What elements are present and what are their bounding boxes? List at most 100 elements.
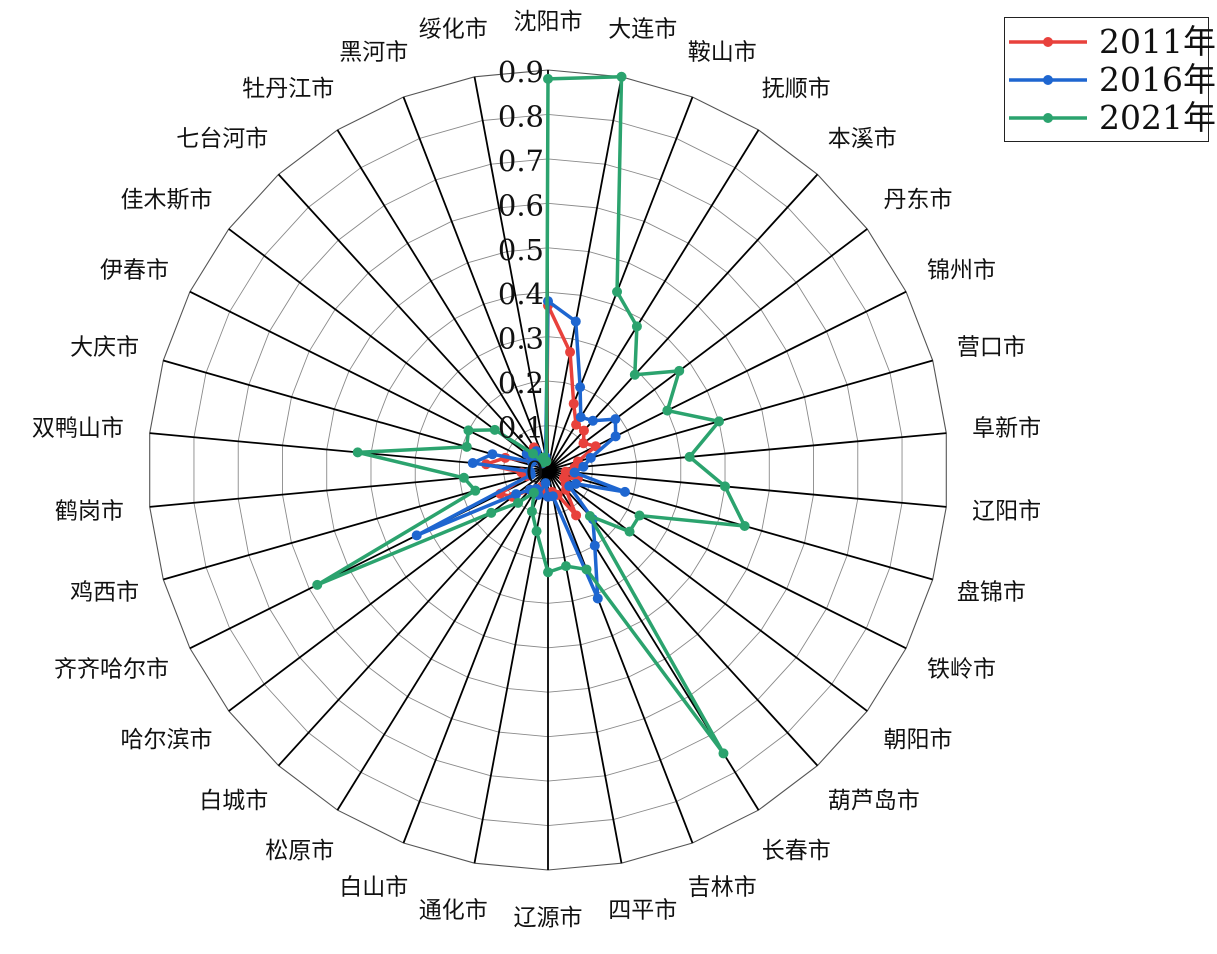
radial-tick-label: 0.2 [498, 366, 544, 400]
radial-tick-labels: 0 0.1 0.2 0.3 0.4 0.5 0.6 0.7 0.8 0.9 [498, 55, 544, 489]
axis-spoke [473, 76, 549, 471]
data-point [560, 561, 571, 572]
data-point [461, 441, 472, 452]
data-point [513, 497, 524, 508]
axis-spoke [336, 129, 549, 471]
category-label: 铁岭市 [927, 657, 996, 683]
data-point [543, 73, 553, 84]
axis-spoke [547, 469, 907, 650]
legend-label-2016: 2016年 [1099, 60, 1216, 99]
category-label: 鹤岗市 [55, 498, 124, 524]
axis-spoke [402, 96, 549, 471]
series-2016年 [411, 296, 630, 604]
category-label: 大连市 [608, 17, 677, 43]
axis-spoke [547, 469, 868, 712]
data-point [713, 416, 724, 427]
axis-spoke [228, 469, 549, 712]
data-point [610, 431, 621, 442]
category-label: 鸡西市 [70, 580, 139, 606]
category-label: 大庆市 [70, 334, 139, 360]
category-label: 齐齐哈尔市 [54, 657, 169, 683]
category-label: 哈尔滨市 [121, 727, 213, 753]
data-point [527, 457, 538, 468]
radial-tick-label: 0.4 [498, 277, 544, 311]
legend-item-2011: 2011年 [1005, 23, 1216, 61]
category-label: 锦州市 [927, 257, 996, 283]
axis-spoke [336, 469, 549, 811]
axis-spoke [277, 173, 549, 471]
data-point [610, 414, 621, 425]
data-point [565, 347, 576, 358]
legend-item-2021: 2021年 [1005, 99, 1216, 137]
data-point [592, 593, 603, 604]
category-label: 辽源市 [514, 905, 583, 931]
data-point [581, 564, 592, 575]
category-label: 长春市 [762, 838, 831, 864]
data-point [575, 382, 586, 393]
category-label: 阜新市 [972, 416, 1041, 442]
data-point [568, 398, 579, 409]
data-point [352, 447, 363, 458]
data-point [631, 321, 642, 332]
legend-swatch-2011 [1009, 37, 1087, 47]
axis-spoke [547, 173, 819, 471]
legend: 2011年 2016年 2021年 [1004, 17, 1216, 142]
category-label: 双鸭山市 [32, 416, 124, 442]
category-label: 辽阳市 [972, 498, 1041, 524]
data-point [624, 526, 635, 537]
category-label: 盘锦市 [957, 580, 1026, 606]
axis-spoke [547, 469, 623, 864]
data-point [487, 449, 498, 460]
category-label: 营口市 [957, 334, 1026, 360]
data-point [312, 579, 323, 590]
category-label: 沈阳市 [514, 9, 583, 35]
category-label: 白山市 [339, 875, 408, 901]
data-point [662, 405, 673, 416]
data-point [458, 472, 469, 483]
category-label: 丹东市 [884, 187, 953, 213]
data-point [486, 507, 497, 518]
data-point [634, 510, 645, 521]
category-label: 佳木斯市 [121, 187, 213, 213]
data-point [571, 419, 582, 430]
data-point [585, 452, 596, 463]
data-point [528, 487, 539, 498]
axis-spoke [547, 469, 947, 508]
data-point [589, 540, 600, 551]
category-label: 抚顺市 [762, 76, 831, 102]
radial-tick-label: 0.9 [498, 55, 544, 89]
radial-tick-label: 0 [526, 455, 544, 489]
data-point [578, 438, 589, 449]
category-label: 伊春市 [100, 257, 169, 283]
data-point [584, 510, 595, 521]
legend-swatch-2021 [1009, 113, 1087, 123]
data-point [564, 481, 575, 492]
data-point [684, 451, 695, 462]
axis-spoke [277, 469, 549, 767]
data-point [543, 491, 553, 502]
data-point [720, 481, 731, 492]
data-point [590, 441, 601, 452]
data-point [531, 526, 542, 537]
category-label: 本溪市 [828, 126, 897, 152]
category-labels: 沈阳市 大连市鞍山市抚顺市本溪市丹东市锦州市营口市阜新市辽阳市盘锦市铁岭市朝阳市葫… [32, 9, 1041, 931]
legend-swatch-2016 [1009, 75, 1087, 85]
category-label: 葫芦岛市 [828, 788, 920, 814]
axis-spoke [163, 359, 549, 471]
data-point [718, 748, 729, 759]
axis-spoke [189, 290, 549, 471]
data-point [541, 456, 552, 467]
data-point [575, 412, 586, 423]
data-point [578, 461, 589, 472]
axis-spoke [189, 469, 549, 650]
data-point [739, 520, 750, 531]
category-label: 松原市 [265, 838, 334, 864]
data-point [526, 506, 537, 517]
legend-item-2016: 2016年 [1005, 61, 1216, 99]
category-label: 白城市 [199, 788, 268, 814]
data-point [571, 510, 582, 521]
data-point [489, 424, 500, 435]
category-label: 朝阳市 [884, 727, 953, 753]
legend-label-2011: 2011年 [1099, 22, 1216, 61]
